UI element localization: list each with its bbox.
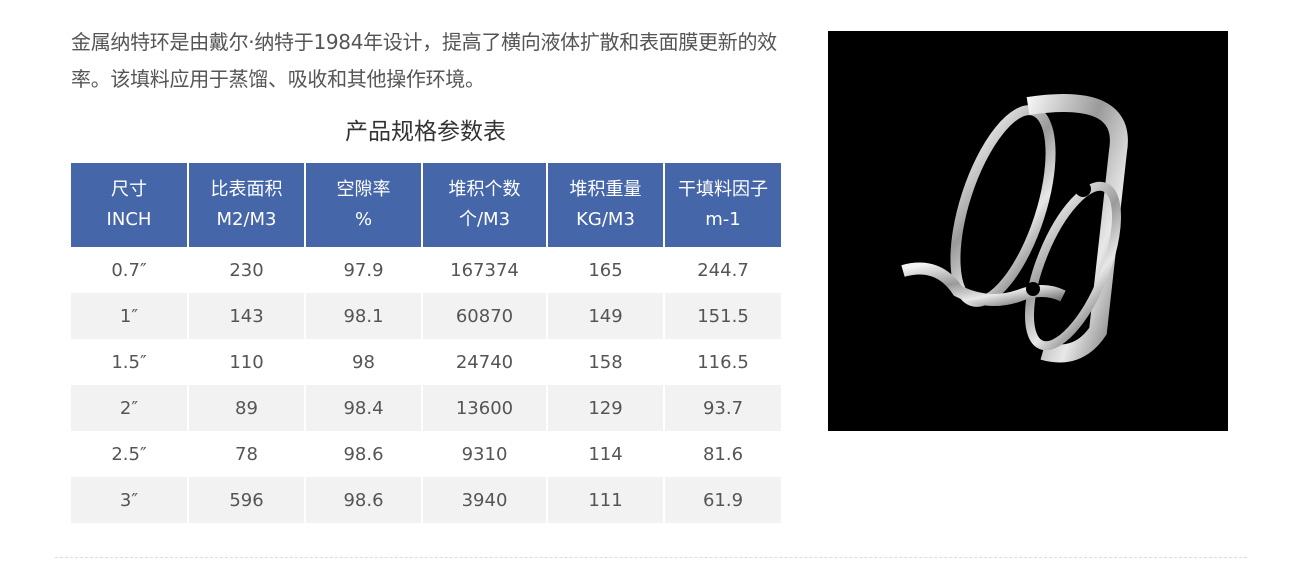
column-header-unit: m-1 [705,209,741,230]
spec-table: 尺寸 INCH 比表面积 M2/M3 空隙率% 堆积个数 个/M3 堆积重量 KG/M3 干填料因… [71,163,781,523]
table-cell: 93.7 [664,385,781,431]
table-cell: 149 [547,293,665,339]
table-cell: 24740 [422,339,548,385]
metal-ring-picture [901,94,1128,363]
table-cell: 244.7 [697,259,749,281]
table-cell: 9310 [422,431,548,477]
table-cell: 97.9 [305,247,423,293]
table-cell: 596 [188,477,306,523]
column-header-unit: KG/M3 [576,209,635,230]
table-header-row: 尺寸 INCH 比表面积 M2/M3 空隙率% 堆积个数 个/M3 堆积重量 KG/M3 干填料因… [71,163,781,247]
column-header-unit: 个/M3 [458,209,511,230]
table-cell: 1″ [71,293,189,339]
column-header: 堆积重量 KG/M3 [547,163,665,247]
product-image-nutter-ring [828,31,1228,431]
table-cell: 98.4 [305,385,423,431]
table-cell: 13600 [422,385,548,431]
column-header-unit: INCH [106,209,152,230]
table-row: 1″ 143 98.1 60870 149 151.5 [71,293,781,339]
table-cell: 165 [547,247,665,293]
table-cell: 129 [547,385,665,431]
table-cell: 114 [547,431,665,477]
table-cell: 3″ [71,477,189,523]
table-cell: 167374 [422,247,548,293]
column-header-unit: M2/M3 [216,209,277,230]
table-row: 2.5″ 78 98.6 9310 114 81.6 [71,431,781,477]
table-cell: 110 [188,339,306,385]
table-cell: 143 [188,293,306,339]
column-header: 干填料因子 m-1 [664,163,781,247]
table-cell: 98.6 [305,431,423,477]
table-cell: 3940 [422,477,548,523]
column-header-name: 堆积重量 [569,179,642,200]
table-cell: 98 [305,339,423,385]
table-cell: 61.9 [664,477,781,523]
column-header-name: 尺寸 [111,179,147,200]
table-row: 0.7″ 230 97.9 167374 165 244.7 [71,247,781,293]
column-header: 空隙率% [305,163,423,247]
column-header-name: 堆积个数 [448,179,521,200]
table-cell: 98.6 [305,477,423,523]
table-cell: 89 [188,385,306,431]
table-title: 产品规格参数表 [345,119,506,145]
table-cell: 1.5″ [71,339,189,385]
column-header: 比表面积 M2/M3 [188,163,306,247]
table-cell: 0.7″ [71,247,189,293]
table-cell: 2″ [71,385,189,431]
product-description: 金属纳特环是由戴尔·纳特于1984年设计，提高了横向液体扩散和表面膜更新的效率。… [71,30,777,91]
table-cell: 230 [188,247,306,293]
table-cell: 60870 [422,293,548,339]
table-cell: 111 [547,477,665,523]
table-cell: 81.6 [702,443,744,465]
column-header-name: 空隙率 [336,179,391,200]
section-divider [55,557,1247,558]
table-cell: 158 [547,339,665,385]
table-row: 2″ 89 98.4 13600 129 93.7 [71,385,781,431]
column-header-name: 干填料因子 [678,179,768,200]
column-header: 尺寸 INCH [71,163,189,247]
column-header: 堆积个数个/M3 [422,163,548,247]
table-cell: 116.5 [697,351,749,373]
column-header-name: 比表面积 [210,179,283,200]
table-row: 3″ 596 98.6 3940 111 61.9 [71,477,781,523]
table-cell: 151.5 [664,293,781,339]
table-cell: 98.1 [305,293,423,339]
table-cell: 78 [188,431,306,477]
table-cell: 2.5″ [71,431,189,477]
table-row: 1.5″ 110 98 24740 158 116.5 [71,339,781,385]
column-header-unit: % [354,209,373,230]
